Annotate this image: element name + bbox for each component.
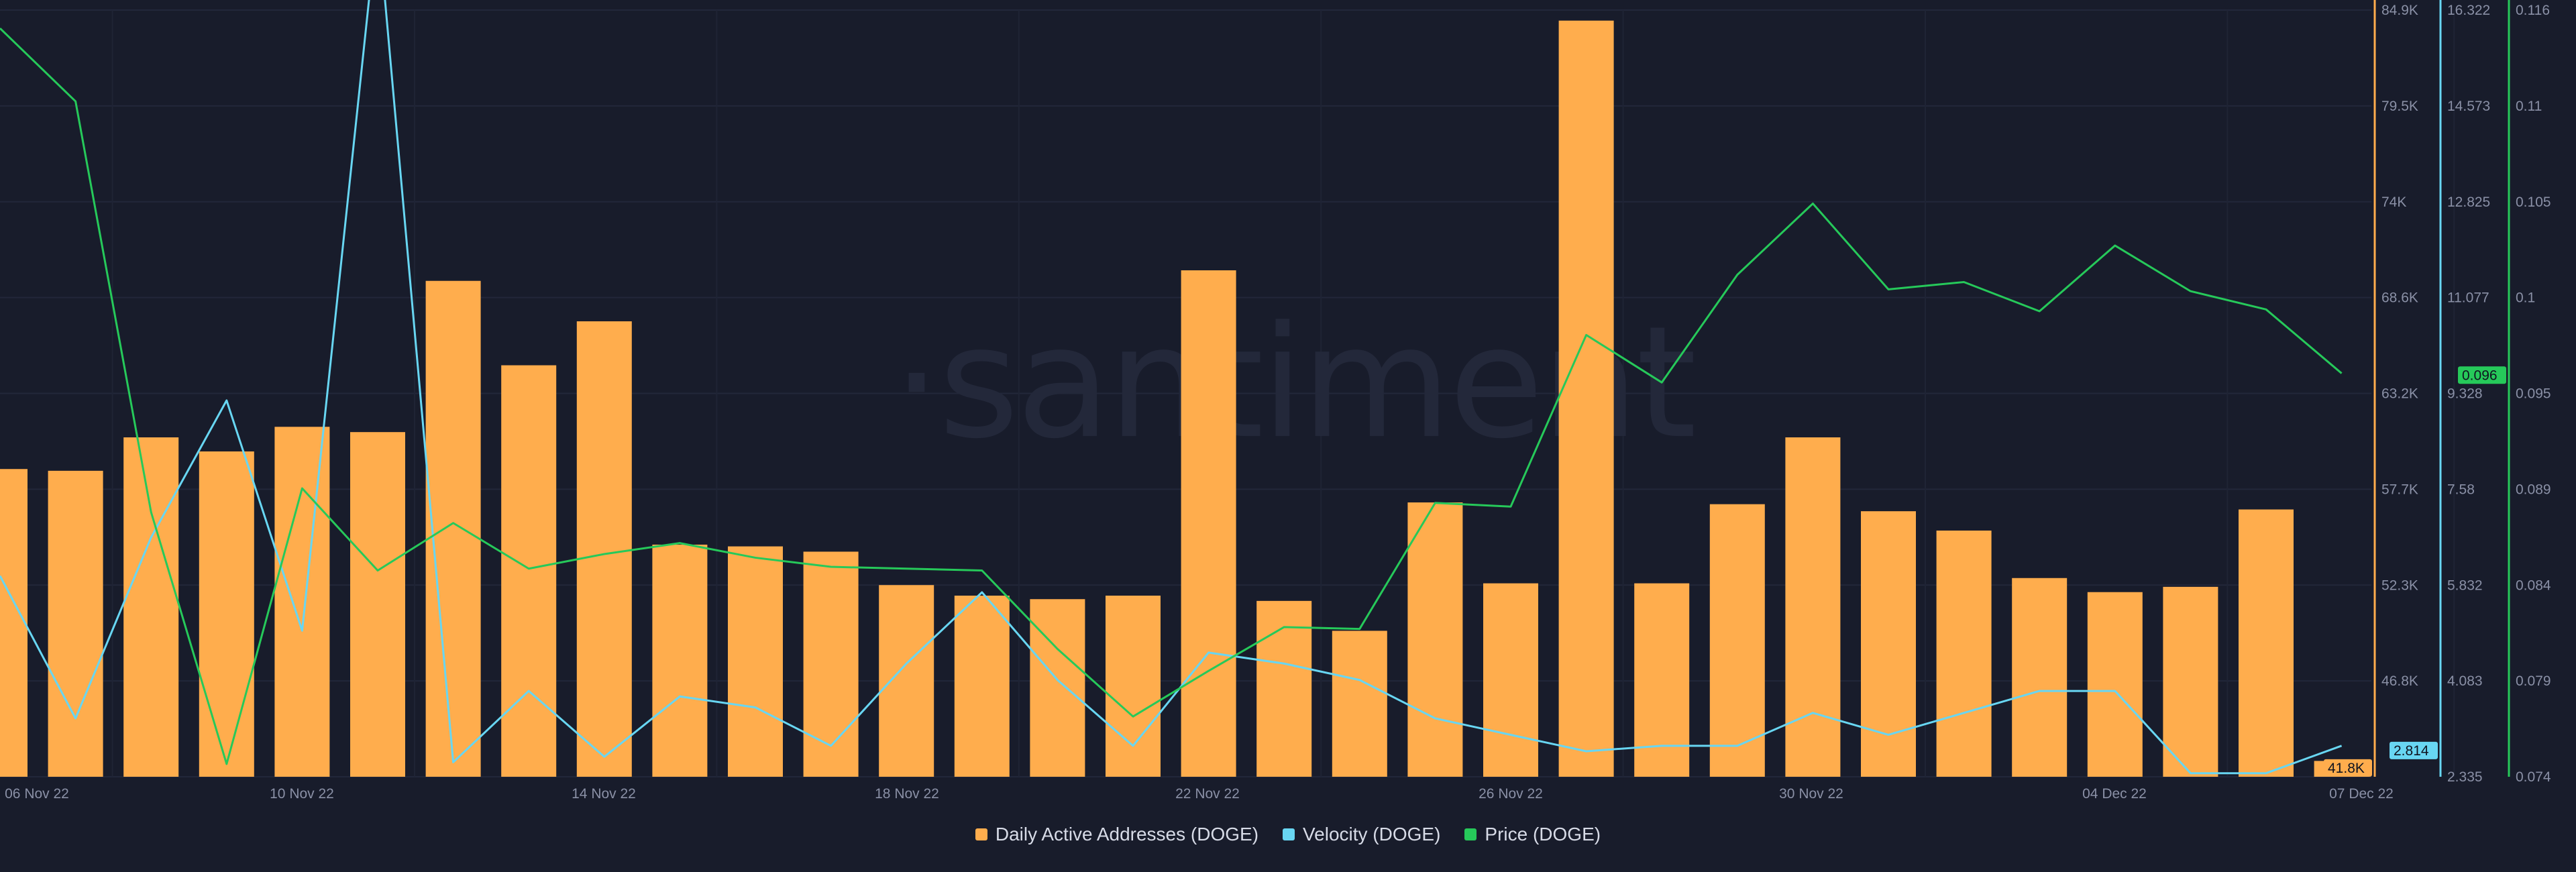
legend-swatch — [1283, 828, 1295, 840]
legend-label: Velocity (DOGE) — [1303, 824, 1441, 844]
legend-item[interactable]: Velocity (DOGE) — [1283, 824, 1440, 845]
legend-swatch — [1464, 828, 1477, 840]
dau-bars — [0, 20, 2369, 777]
price-current-badge — [2458, 366, 2506, 384]
dau-tick-label: 79.5K — [2381, 99, 2418, 114]
dau-bar — [1861, 511, 1916, 777]
velocity-line — [0, 0, 2343, 775]
velocity-tick-label: 7.58 — [2447, 482, 2475, 497]
velocity-tick-label: 11.077 — [2447, 290, 2489, 306]
dau-bar — [1407, 502, 1463, 777]
price-tick-label: 0.089 — [2516, 482, 2551, 497]
x-tick-label: 26 Nov 22 — [1479, 786, 1543, 802]
dau-bar — [954, 595, 1010, 777]
price-tick-label: 0.079 — [2516, 673, 2551, 689]
dau-tick-label: 74K — [2381, 195, 2406, 210]
dau-bar — [1558, 20, 1614, 777]
dau-tick-label: 52.3K — [2381, 578, 2418, 593]
price-tick-label: 0.095 — [2516, 386, 2551, 402]
dau-bar — [501, 365, 557, 777]
legend-label: Daily Active Addresses (DOGE) — [995, 824, 1259, 844]
dau-current-badge — [2324, 759, 2372, 777]
price-current-value: 0.096 — [2462, 368, 2498, 383]
dau-bar — [1332, 631, 1387, 777]
dau-bar — [0, 469, 28, 777]
dau-bar — [1483, 583, 1538, 777]
dau-bar — [1634, 583, 1690, 777]
legend: Daily Active Addresses (DOGE) Velocity (D… — [0, 824, 2576, 845]
velocity-tick-label: 4.083 — [2447, 673, 2483, 689]
velocity-tick-label: 14.573 — [2447, 99, 2490, 114]
dau-bar — [350, 432, 405, 777]
price-line — [0, 28, 2343, 765]
velocity-current-badge — [2390, 741, 2438, 759]
velocity-tick-label: 5.832 — [2447, 578, 2483, 593]
dau-bar — [879, 585, 934, 777]
price-tick-label: 0.074 — [2516, 769, 2551, 785]
x-axis-ticks: 06 Nov 22 10 Nov 22 14 Nov 22 18 Nov 22 22 N… — [5, 786, 2394, 802]
series-lines — [0, 0, 2343, 775]
velocity-tick-label: 9.328 — [2447, 386, 2483, 402]
velocity-tick-label: 16.322 — [2447, 3, 2490, 18]
x-tick-label: 22 Nov 22 — [1175, 786, 1240, 802]
legend-item[interactable]: Price (DOGE) — [1464, 824, 1601, 845]
dau-bar — [1936, 530, 1992, 777]
price-tick-label: 0.084 — [2516, 578, 2551, 593]
dau-bar — [1709, 504, 1765, 777]
dau-tick-label: 84.9K — [2381, 3, 2418, 18]
legend-swatch — [975, 828, 987, 840]
dau-tick-label: 57.7K — [2381, 482, 2418, 497]
dau-bar — [576, 321, 632, 777]
dau-tick-label: 46.8K — [2381, 673, 2418, 689]
dau-bar — [2012, 578, 2068, 777]
dau-bar — [1785, 437, 1841, 777]
x-tick-label: 14 Nov 22 — [572, 786, 636, 802]
dau-bar — [1106, 595, 1161, 777]
dau-bar — [803, 551, 859, 777]
velocity-tick-label: 2.335 — [2447, 769, 2483, 785]
dau-bar — [652, 544, 708, 777]
x-tick-label: 04 Dec 22 — [2082, 786, 2147, 802]
dau-bar — [2087, 592, 2143, 777]
velocity-tick-label: 12.825 — [2447, 195, 2490, 210]
legend-item[interactable]: Daily Active Addresses (DOGE) — [975, 824, 1258, 845]
price-tick-label: 0.116 — [2516, 3, 2550, 18]
dau-bar — [1256, 600, 1312, 777]
dau-bar — [1030, 599, 1085, 777]
dau-bar — [425, 280, 481, 777]
price-tick-label: 0.1 — [2516, 290, 2535, 306]
dau-bar — [728, 546, 783, 777]
dau-tick-label: 68.6K — [2381, 290, 2418, 306]
x-tick-label: 18 Nov 22 — [875, 786, 939, 802]
dau-tick-label: 63.2K — [2381, 386, 2418, 402]
velocity-current-value: 2.814 — [2394, 743, 2429, 759]
dau-bar — [274, 427, 330, 777]
dau-bar — [2163, 586, 2218, 777]
dau-current-value: 41.8K — [2328, 761, 2365, 776]
legend-label: Price (DOGE) — [1485, 824, 1601, 844]
x-tick-label: 30 Nov 22 — [1779, 786, 1843, 802]
price-tick-label: 0.11 — [2516, 99, 2542, 114]
x-tick-label: 07 Dec 22 — [2329, 786, 2394, 802]
dau-bar — [1181, 270, 1236, 777]
x-tick-label: 06 Nov 22 — [5, 786, 69, 802]
price-tick-label: 0.105 — [2516, 195, 2551, 210]
dau-bar — [199, 451, 254, 777]
axes: 84.9K 79.5K 74K 68.6K 63.2K 57.7K 52.3K 46.8K 41… — [2324, 0, 2551, 785]
dau-bar — [48, 470, 103, 777]
dau-bar — [2239, 509, 2294, 777]
x-tick-label: 10 Nov 22 — [270, 786, 334, 802]
dau-bar — [123, 437, 179, 777]
